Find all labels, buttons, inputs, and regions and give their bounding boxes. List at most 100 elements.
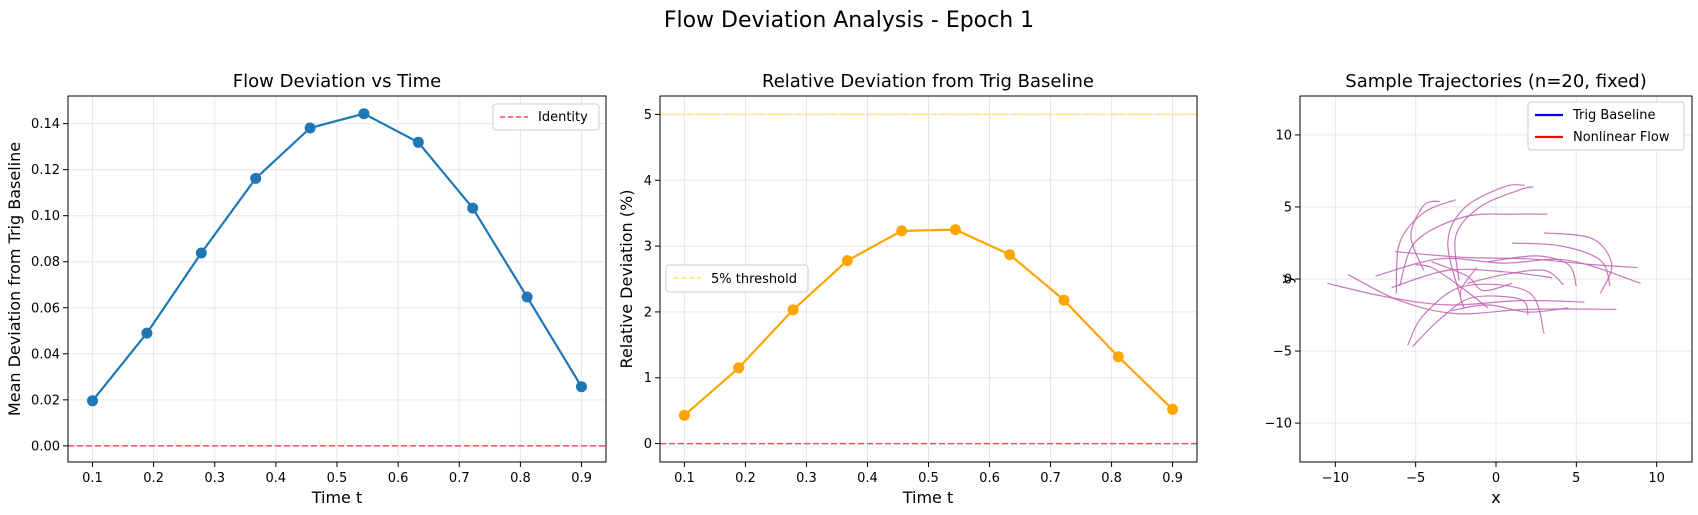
data-point: [678, 409, 690, 421]
trajectory-line: [1487, 255, 1577, 287]
x-tick-label: 0.6: [979, 471, 1000, 486]
y-tick-label: 0.00: [31, 439, 60, 454]
x-tick-label: 0.2: [143, 471, 164, 486]
trajectory-line: [1459, 267, 1478, 308]
x-tick-label: 0.7: [1040, 471, 1061, 486]
trajectory-line: [1410, 200, 1440, 271]
y-tick-label: −5: [1273, 345, 1292, 360]
y-tick-label: 0.04: [31, 347, 60, 362]
x-tick-label: 0.3: [796, 471, 817, 486]
y-tick-label: 0.06: [31, 301, 60, 316]
trajectory-line: [1327, 282, 1585, 306]
data-point: [141, 327, 153, 339]
trajectory-line: [1391, 268, 1553, 289]
x-tick-label: 0.5: [327, 471, 348, 486]
x-tick-label: 0.9: [1162, 471, 1183, 486]
y-tick-label: 0.12: [31, 163, 60, 178]
y-tick-label: 3: [644, 240, 652, 255]
data-point: [576, 381, 587, 393]
x-tick-label: 0.4: [266, 471, 287, 486]
panel-title: Relative Deviation from Trig Baseline: [762, 71, 1094, 92]
data-point: [195, 247, 207, 259]
series-line: [91, 112, 583, 402]
x-tick-label: 0.1: [82, 471, 103, 486]
y-tick-label: 0.02: [31, 393, 60, 408]
x-tick-label: 0.2: [735, 471, 756, 486]
y-tick-label: 0.10: [31, 209, 60, 224]
data-point: [896, 225, 908, 237]
trajectory-line: [1407, 283, 1545, 346]
x-axis-label: Time t: [902, 488, 954, 507]
data-point: [1058, 294, 1070, 306]
data-point: [412, 136, 424, 148]
trajectory-line: [1395, 199, 1457, 294]
x-tick-label: 5: [1572, 471, 1580, 486]
legend-nonlinear-flow-label: Nonlinear Flow: [1573, 130, 1670, 145]
legend: Identity: [492, 103, 600, 131]
figure-title: Flow Deviation Analysis - Epoch 1: [664, 8, 1034, 33]
legend: 5% threshold: [665, 264, 809, 293]
data-point: [304, 122, 316, 134]
data-point: [949, 224, 961, 236]
y-axis-label: Relative Deviation (%): [617, 190, 636, 369]
data-point: [841, 255, 853, 267]
panel-relative-deviation: 0.1 0.2 0.3 0.4 0.5 0.6 0.7 0.8 0.9 0 1 2 3 4 5 Relat…: [617, 71, 1198, 507]
trajectory-line: [1447, 184, 1525, 298]
x-tick-label: 0: [1492, 471, 1500, 486]
trajectory-line: [1450, 304, 1569, 313]
data-point: [358, 108, 370, 120]
data-point: [467, 202, 479, 214]
data-point: [521, 291, 533, 303]
data-point: [87, 395, 98, 407]
y-tick-label: 0: [1284, 273, 1292, 288]
x-tick-label: −5: [1406, 471, 1425, 486]
panel-title: Flow Deviation vs Time: [233, 71, 441, 92]
trajectory-line: [1347, 274, 1617, 315]
data-point: [1112, 351, 1124, 363]
panel-flow-deviation: 0.1 0.2 0.3 0.4 0.5 0.6 0.7 0.8 0.9 0.00 0.02 0.04…: [5, 71, 607, 507]
legend: Trig Baseline Nonlinear Flow: [1527, 101, 1685, 151]
data-point: [1167, 403, 1179, 415]
y-tick-label: 0.08: [31, 255, 60, 270]
y-tick-label: 5: [1284, 200, 1292, 215]
trajectory-line: [1399, 213, 1548, 287]
panel-title: Sample Trajectories (n=20, fixed): [1345, 71, 1646, 92]
y-tick-label: 4: [644, 174, 652, 189]
legend-trig-baseline-label: Trig Baseline: [1572, 108, 1656, 123]
trajectory-line: [1375, 257, 1641, 284]
x-tick-label: 0.4: [857, 471, 878, 486]
y-tick-label: −10: [1265, 417, 1292, 432]
data-point: [733, 362, 745, 374]
y-tick-label: 0: [644, 437, 652, 452]
x-axis-label: Time t: [311, 488, 363, 507]
x-tick-label: 10: [1648, 471, 1665, 486]
x-tick-label: 0.8: [1101, 471, 1122, 486]
legend-threshold-label: 5% threshold: [711, 272, 797, 287]
trajectory-line: [1454, 186, 1534, 281]
x-tick-label: 0.3: [204, 471, 225, 486]
y-tick-label: 2: [644, 305, 652, 320]
x-tick-label: 0.5: [918, 471, 939, 486]
legend-box: [492, 103, 600, 131]
panel-sample-trajectories: −10 −5 0 5 10 −10 −5 0 5 10 Sample Trajectories …: [1265, 71, 1693, 507]
data-point: [787, 304, 799, 316]
y-tick-label: 1: [644, 371, 652, 386]
trajectory-line: [1512, 242, 1611, 287]
y-axis-label: y: [1277, 274, 1296, 283]
trajectory-line: [1412, 295, 1529, 348]
data-point: [1004, 249, 1016, 261]
y-tick-label: 10: [1275, 128, 1292, 143]
trajectory-line: [1415, 264, 1489, 309]
y-tick-label: 0.14: [31, 117, 60, 132]
trajectory-line: [1544, 232, 1613, 294]
x-tick-label: 0.6: [388, 471, 409, 486]
x-tick-label: 0.8: [510, 471, 531, 486]
trajectory-line: [1466, 269, 1564, 286]
legend-box: [665, 264, 809, 293]
trajectory-line: [1431, 261, 1513, 292]
x-tick-label: 0.9: [571, 471, 592, 486]
x-tick-label: −10: [1322, 471, 1349, 486]
legend-identity-label: Identity: [538, 110, 588, 125]
series-line: [683, 228, 1174, 417]
